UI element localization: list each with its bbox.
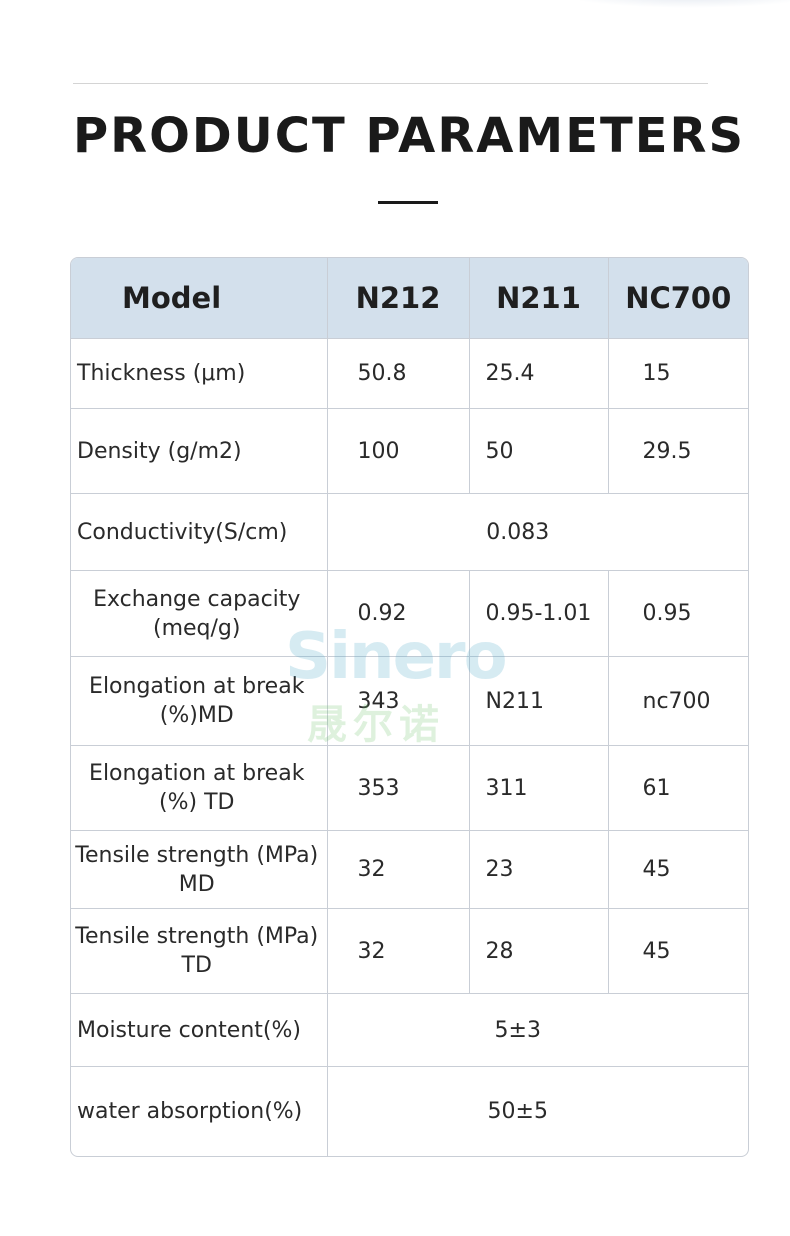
cell-value: 343 bbox=[327, 656, 470, 746]
cell-value: nc700 bbox=[608, 656, 748, 746]
row-label: Elongation at break (%)MD bbox=[71, 656, 328, 746]
table-row: Tensile strength (MPa) MD 32 23 45 bbox=[71, 830, 748, 909]
row-label: Density (g/m2) bbox=[71, 408, 328, 494]
cell-value: 25.4 bbox=[469, 338, 609, 409]
cell-value: 32 bbox=[327, 830, 470, 909]
table-row: Exchange capacity (meq/g) 0.92 0.95-1.01… bbox=[71, 570, 748, 657]
header-n211: N211 bbox=[469, 258, 609, 339]
row-label: Moisture content(%) bbox=[71, 993, 328, 1067]
cell-value: 0.95 bbox=[608, 570, 748, 657]
cell-value: 0.95-1.01 bbox=[469, 570, 609, 657]
header-nc700: NC700 bbox=[608, 258, 748, 339]
cell-value: 45 bbox=[608, 830, 748, 909]
page-title: PRODUCT PARAMETERS bbox=[72, 108, 746, 164]
cell-value: 353 bbox=[327, 745, 470, 831]
cell-value: 50 bbox=[469, 408, 609, 494]
cell-value: 45 bbox=[608, 908, 748, 994]
cell-value: 28 bbox=[469, 908, 609, 994]
row-label: Tensile strength (MPa) MD bbox=[71, 830, 328, 909]
row-label: Thickness (μm) bbox=[71, 338, 328, 409]
cell-value: 23 bbox=[469, 830, 609, 909]
table-row: Conductivity(S/cm) 0.083 bbox=[71, 493, 748, 571]
row-label: Tensile strength (MPa) TD bbox=[71, 908, 328, 994]
table-row: water absorption(%) 50±5 bbox=[71, 1066, 748, 1156]
table-row: Moisture content(%) 5±3 bbox=[71, 993, 748, 1067]
top-decoration bbox=[560, 0, 790, 8]
row-label: Conductivity(S/cm) bbox=[71, 493, 328, 571]
cell-value: 15 bbox=[608, 338, 748, 409]
row-label: water absorption(%) bbox=[71, 1066, 328, 1156]
table-row: Density (g/m2) 100 50 29.5 bbox=[71, 408, 748, 494]
cell-value: 50.8 bbox=[327, 338, 470, 409]
cell-value-merged: 0.083 bbox=[327, 493, 748, 571]
header-n212: N212 bbox=[327, 258, 470, 339]
header-model: Model bbox=[71, 258, 328, 339]
table-row: Elongation at break (%)MD 343 N211 nc700 bbox=[71, 656, 748, 746]
table-row: Thickness (μm) 50.8 25.4 15 bbox=[71, 338, 748, 409]
cell-value: 100 bbox=[327, 408, 470, 494]
cell-value: 61 bbox=[608, 745, 748, 831]
cell-value: 32 bbox=[327, 908, 470, 994]
parameters-table: Model N212 N211 NC700 Thickness (μm) 50.… bbox=[70, 257, 749, 1157]
table-row: Elongation at break (%) TD 353 311 61 bbox=[71, 745, 748, 831]
cell-value-merged: 5±3 bbox=[327, 993, 748, 1067]
cell-value: 29.5 bbox=[608, 408, 748, 494]
row-label: Elongation at break (%) TD bbox=[71, 745, 328, 831]
top-divider bbox=[73, 83, 708, 84]
table-row: Tensile strength (MPa) TD 32 28 45 bbox=[71, 908, 748, 994]
table-header-row: Model N212 N211 NC700 bbox=[71, 258, 748, 339]
cell-value-merged: 50±5 bbox=[487, 1099, 548, 1125]
cell-value: N211 bbox=[469, 656, 609, 746]
cell-value: 311 bbox=[469, 745, 609, 831]
row-label: Exchange capacity (meq/g) bbox=[71, 570, 328, 657]
cell-value: 0.92 bbox=[327, 570, 470, 657]
title-underline bbox=[378, 201, 438, 204]
